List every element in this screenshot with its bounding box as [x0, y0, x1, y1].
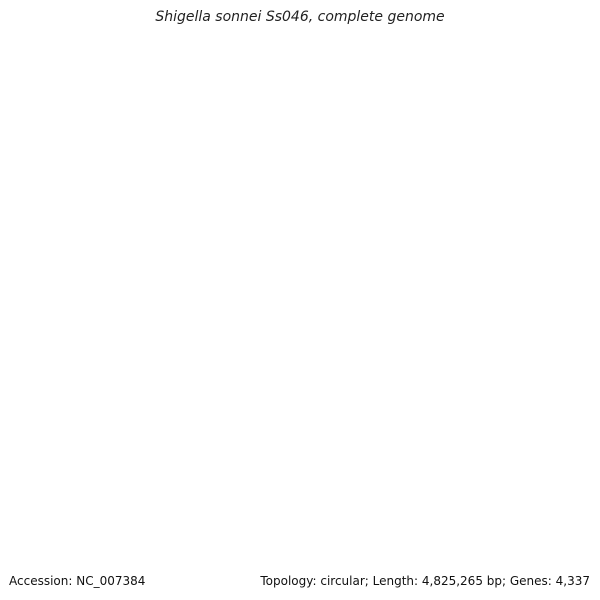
genome-summary-text: Topology: circular; Length: 4,825,265 bp…: [260, 574, 590, 588]
map-title: Shigella sonnei Ss046, complete genome: [155, 9, 445, 25]
accession-text: Accession: NC_007384: [9, 574, 146, 588]
